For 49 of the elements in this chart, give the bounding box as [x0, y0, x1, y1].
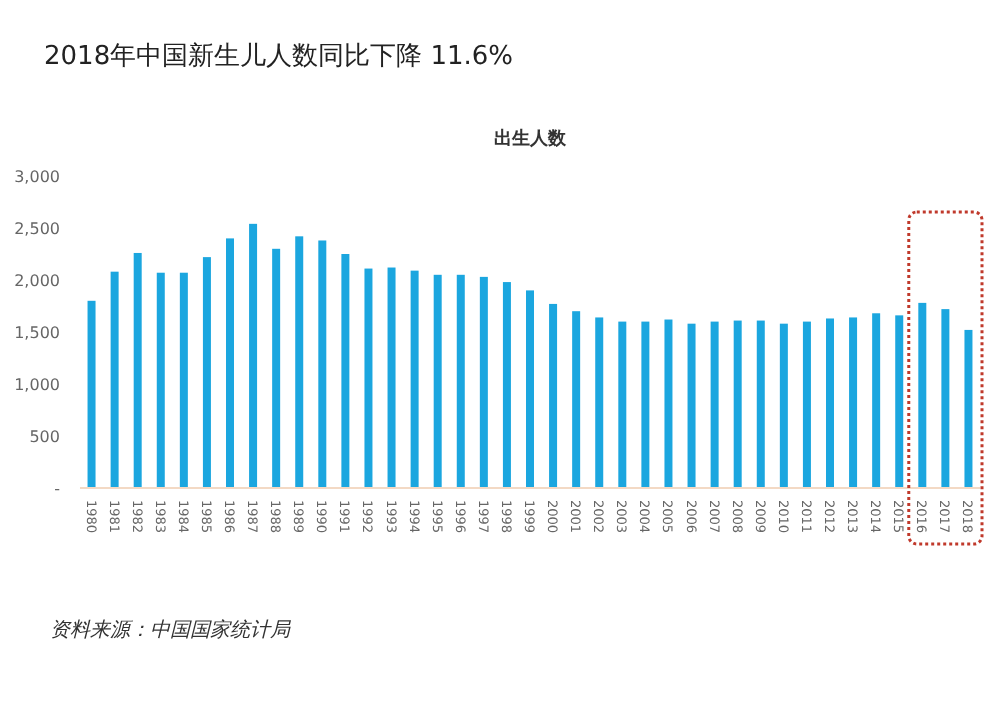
- bar: [249, 223, 258, 488]
- bar: [133, 252, 142, 488]
- bar: [941, 309, 950, 488]
- bar: [641, 321, 650, 488]
- bar: [756, 320, 765, 488]
- bar: [502, 282, 511, 488]
- y-tick-label: 1,000: [14, 376, 60, 394]
- bar: [318, 240, 327, 488]
- bar: [179, 272, 188, 488]
- chart-title: 2018年中国新生儿人数同比下降 11.6%: [44, 42, 514, 72]
- bar: [618, 321, 627, 488]
- text: 资料来源：中国国家统计局: [50, 618, 292, 642]
- bar: [202, 257, 211, 488]
- bar: [964, 329, 973, 488]
- y-tick-label: 2,000: [14, 272, 60, 290]
- bar: [895, 315, 904, 488]
- bar: [387, 267, 396, 488]
- bar: [918, 302, 927, 488]
- bar: [779, 323, 788, 488]
- bar: [364, 268, 373, 488]
- y-tick-label: 3,000: [14, 168, 60, 186]
- bar: [872, 313, 881, 488]
- chart-subtitle: 出生人数: [494, 128, 568, 150]
- y-tick-label: 1,500: [14, 324, 60, 342]
- bar: [802, 321, 811, 488]
- bar: [295, 236, 304, 488]
- bar: [595, 317, 604, 488]
- bar: [664, 319, 673, 488]
- y-tick-label: -: [54, 480, 61, 498]
- y-tick-label: 500: [29, 428, 60, 446]
- bar: [156, 272, 165, 488]
- bar: [710, 321, 719, 488]
- bar: [226, 238, 234, 488]
- bar: [341, 254, 350, 488]
- bar: [410, 270, 419, 488]
- bar: [433, 274, 442, 488]
- bar: [456, 274, 465, 488]
- bar: [549, 303, 558, 488]
- bar: [733, 320, 742, 488]
- bar: [87, 300, 96, 488]
- bar: [849, 317, 858, 488]
- bar: [272, 248, 281, 488]
- y-tick-label: 2,500: [14, 220, 60, 238]
- bar: [110, 271, 119, 488]
- bar: [687, 323, 696, 488]
- bar: [526, 290, 534, 488]
- bar: [479, 276, 488, 488]
- bar: [826, 318, 834, 488]
- bar: [572, 311, 581, 488]
